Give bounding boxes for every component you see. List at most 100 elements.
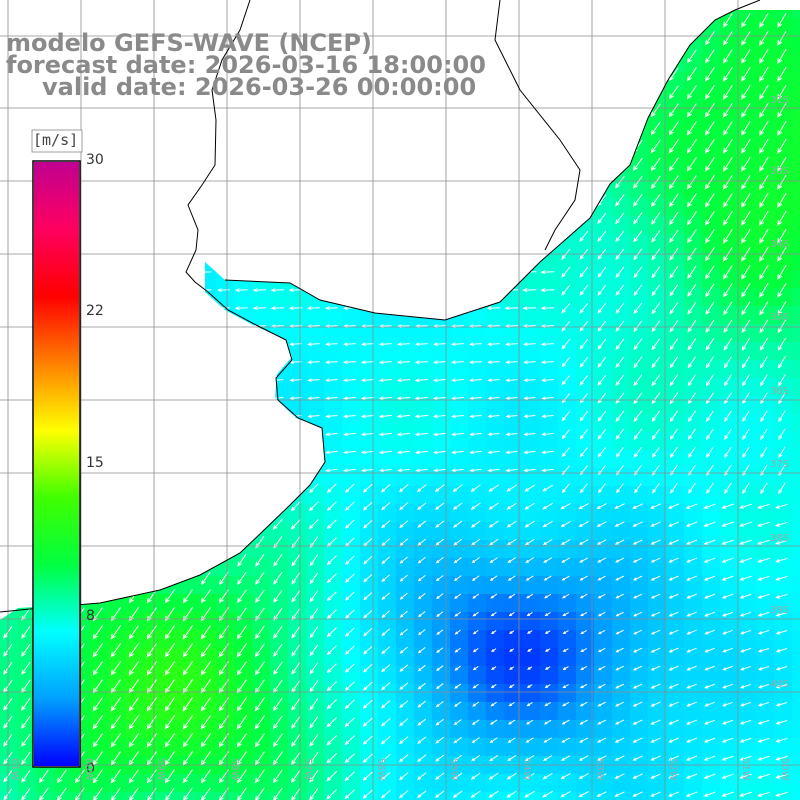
wind-arrow: [578, 773, 589, 779]
wind-arrow: [509, 648, 515, 652]
wind-arrow: [723, 84, 733, 100]
wind-arrow: [471, 538, 481, 546]
border-line: [494, 0, 581, 251]
wind-arrow: [362, 789, 373, 799]
wind-arrow: [454, 683, 462, 689]
wind-arrow: [451, 432, 464, 437]
wind-arrow: [651, 392, 661, 405]
wind-arrow: [669, 229, 679, 243]
wind-arrow: [432, 360, 446, 365]
wind-arrow: [291, 733, 301, 747]
wind-arrow: [110, 625, 121, 640]
wind-arrow: [399, 610, 408, 618]
wind-arrow: [540, 306, 555, 311]
wind-arrow: [578, 755, 589, 761]
wind-arrow: [759, 120, 769, 136]
wind-arrow: [721, 737, 734, 743]
wind-arrow: [92, 769, 103, 784]
wind-arrow: [777, 66, 787, 82]
wind-arrow: [128, 697, 139, 712]
wind-arrow: [326, 663, 337, 674]
wind-arrow: [543, 557, 553, 563]
wind-arrow: [344, 789, 355, 800]
wind-arrow: [687, 410, 696, 423]
wind-arrow: [380, 483, 391, 493]
wind-arrow: [344, 609, 355, 619]
wind-arrow: [670, 483, 678, 494]
wind-arrow: [740, 665, 751, 671]
wind-arrow: [506, 520, 517, 528]
wind-arrow: [308, 501, 319, 512]
wind-arrow: [526, 719, 534, 725]
wind-arrow: [433, 468, 446, 473]
colorbar-tick-30: 30: [86, 152, 104, 168]
wind-arrow: [739, 503, 752, 509]
wind-arrow: [723, 337, 733, 351]
wind-arrow: [452, 772, 463, 780]
wind-arrow: [508, 684, 515, 689]
wind-arrow: [579, 284, 589, 296]
wind-arrow: [21, 625, 31, 639]
wind-arrow: [111, 787, 121, 800]
lon-label-53w: 53W: [594, 758, 605, 781]
wind-arrow: [436, 647, 444, 653]
wind-arrow: [722, 701, 733, 707]
wind-arrow: [596, 773, 607, 779]
wind-arrow: [542, 755, 553, 761]
wind-arrow: [487, 378, 500, 383]
wind-arrow: [741, 210, 751, 226]
wind-arrow: [703, 539, 716, 545]
wind-arrow: [704, 665, 715, 671]
wind-arrow: [92, 751, 103, 766]
wind-arrow: [504, 306, 519, 311]
wind-arrow: [704, 103, 715, 118]
wind-arrow: [307, 378, 320, 383]
wind-arrow: [307, 414, 320, 419]
wind-arrow: [254, 697, 265, 712]
wind-arrow: [544, 612, 551, 617]
wind-arrow: [651, 338, 661, 351]
wind-arrow: [579, 374, 589, 386]
wind-arrow: [741, 192, 751, 208]
wind-arrow: [668, 557, 679, 563]
wind-arrow: [436, 629, 444, 635]
wind-arrow: [777, 138, 787, 154]
wind-arrow: [741, 48, 751, 64]
wind-arrow: [21, 715, 31, 730]
wind-arrow: [290, 518, 301, 530]
wind-arrow: [236, 661, 247, 676]
wind-arrow: [632, 719, 643, 725]
wind-arrow: [687, 392, 696, 405]
wind-arrow: [687, 67, 697, 82]
wind-arrow: [526, 630, 533, 634]
wind-arrow: [508, 630, 515, 634]
wind-arrow: [415, 342, 428, 347]
wind-arrow: [273, 607, 283, 621]
wind-arrow: [669, 356, 679, 369]
wind-arrow: [579, 447, 588, 458]
colorbar-unit: [m/s]: [33, 131, 79, 149]
wind-arrow: [92, 661, 103, 676]
wind-arrow: [325, 432, 338, 437]
wind-arrow: [381, 646, 391, 655]
wind-arrow: [669, 211, 679, 226]
wind-arrow: [757, 557, 770, 563]
wind-arrow: [633, 338, 643, 351]
wind-arrow: [632, 791, 643, 797]
wind-arrow: [362, 753, 373, 763]
wind-arrow: [506, 772, 517, 780]
wind-arrow: [633, 593, 643, 599]
wind-arrow: [505, 414, 518, 419]
wind-arrow: [507, 575, 516, 581]
wind-arrow: [650, 737, 661, 743]
wind-arrow: [436, 665, 444, 672]
wind-arrow: [415, 468, 428, 473]
colorbar-tick-8: 8: [86, 608, 95, 624]
wind-arrow: [724, 392, 732, 405]
wind-arrow: [561, 737, 570, 743]
wind-arrow: [777, 264, 787, 280]
wind-arrow: [344, 501, 355, 511]
wind-arrow: [509, 666, 515, 670]
wind-arrow: [632, 139, 643, 154]
wind-arrow: [416, 790, 427, 799]
